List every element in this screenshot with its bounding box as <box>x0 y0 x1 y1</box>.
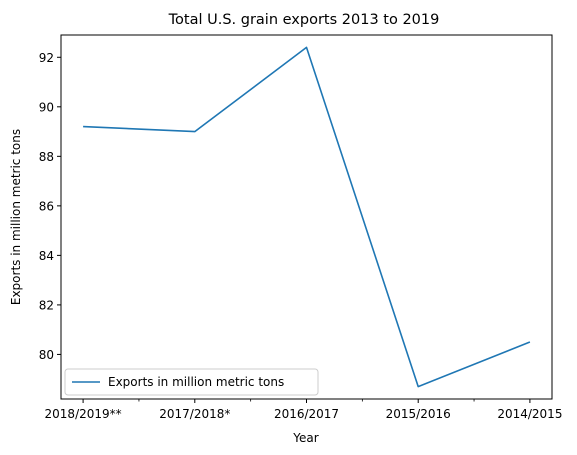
legend-box <box>64 368 319 396</box>
x-tick-label: 2016/2017 <box>274 407 339 421</box>
x-tick-label: 2017/2018* <box>159 407 230 421</box>
y-tick-label: 80 <box>39 348 54 362</box>
y-tick-label: 86 <box>39 199 54 213</box>
legend: Exports in million metric tons <box>64 368 319 396</box>
data-point <box>528 341 531 344</box>
y-tick-label: 90 <box>39 100 54 114</box>
chart-title: Total U.S. grain exports 2013 to 2019 <box>168 12 440 28</box>
series-line <box>83 46 531 388</box>
y-axis-label: Exports in million metric tons <box>9 129 23 305</box>
y-tick-label: 82 <box>39 298 54 312</box>
data-point <box>193 130 196 133</box>
series-layer <box>82 46 531 388</box>
y-axis: 80 82 84 86 88 90 92 <box>39 51 61 362</box>
x-axis-label: Year <box>292 431 318 445</box>
y-tick-label: 88 <box>39 150 54 164</box>
x-tick-label: 2014/2015 <box>497 407 562 421</box>
x-tick-label: 2018/2019** <box>45 407 122 421</box>
y-tick-label: 92 <box>39 51 54 65</box>
data-point <box>417 385 420 388</box>
legend-label: Exports in million metric tons <box>108 375 284 389</box>
data-point <box>305 46 308 49</box>
plot-area <box>60 34 553 400</box>
data-point <box>82 125 85 128</box>
x-tick-label: 2015/2016 <box>386 407 451 421</box>
y-tick-label: 84 <box>39 249 54 263</box>
x-axis: 2018/2019** 2017/2018* 2016/2017 2015/2016 2… <box>45 399 562 421</box>
